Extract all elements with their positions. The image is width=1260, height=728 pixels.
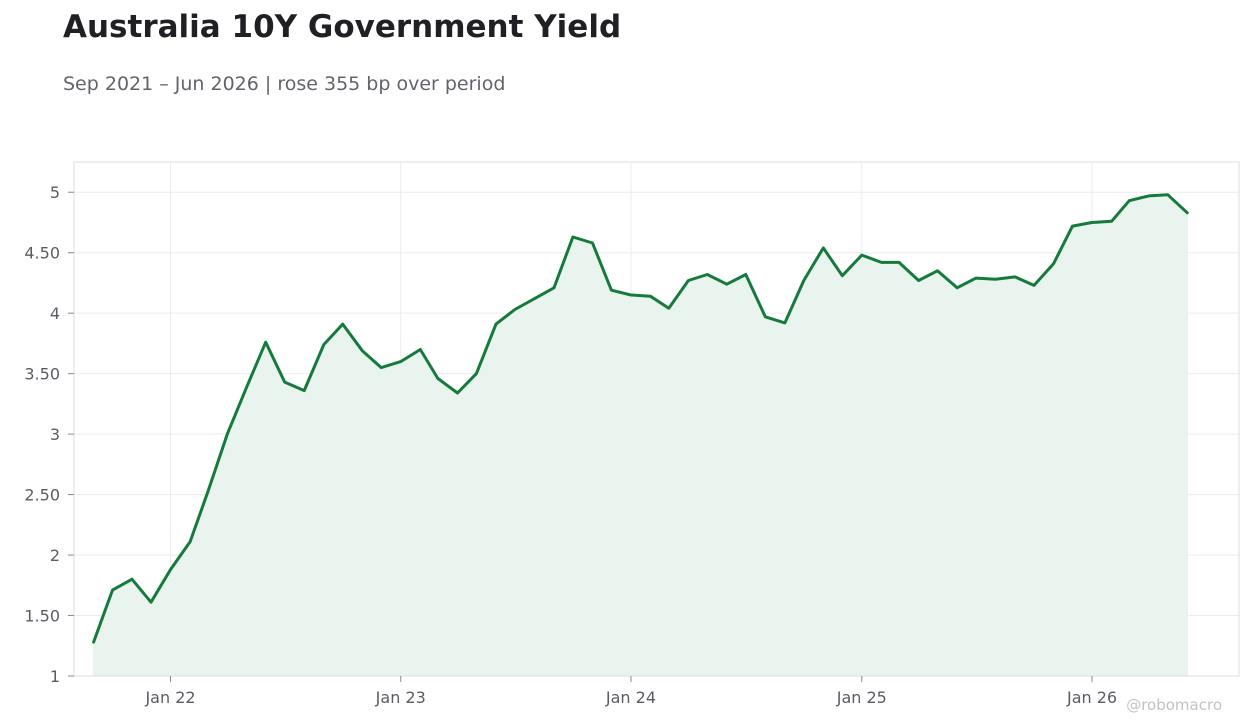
y-tick-label: 2	[50, 546, 60, 565]
y-tick-label: 4.50	[24, 244, 60, 263]
y-axis: 1 1.50 2 2.50 3 3.50 4 4.50 5	[24, 183, 74, 686]
x-tick-label: Jan 24	[605, 688, 656, 707]
plot-frame	[73, 161, 1240, 677]
y-tick-label: 1	[50, 667, 60, 686]
x-tick-label: Jan 25	[836, 688, 887, 707]
y-tick-label: 1.50	[24, 607, 60, 626]
chart-title: Australia 10Y Government Yield	[63, 9, 622, 45]
x-tick-label: Jan 26	[1066, 688, 1117, 707]
watermark-text: @robomacro	[1126, 696, 1222, 714]
y-tick-label: 3	[50, 425, 60, 444]
y-tick-label: 2.50	[24, 486, 60, 505]
series-points	[93, 194, 1188, 643]
x-tick-label: Jan 23	[375, 688, 426, 707]
y-tick-label: 4	[50, 304, 60, 323]
x-axis: Jan 22 Jan 23 Jan 24 Jan 25 Jan 26	[144, 676, 1117, 707]
chart-subtitle: Sep 2021 – Jun 2026 | rose 355 bp over p…	[63, 73, 506, 95]
series-line	[92, 193, 1189, 644]
series-area-fill	[93, 194, 1188, 676]
y-tick-label: 5	[50, 183, 60, 202]
y-tick-label: 3.50	[24, 365, 60, 384]
x-tick-label: Jan 22	[144, 688, 195, 707]
